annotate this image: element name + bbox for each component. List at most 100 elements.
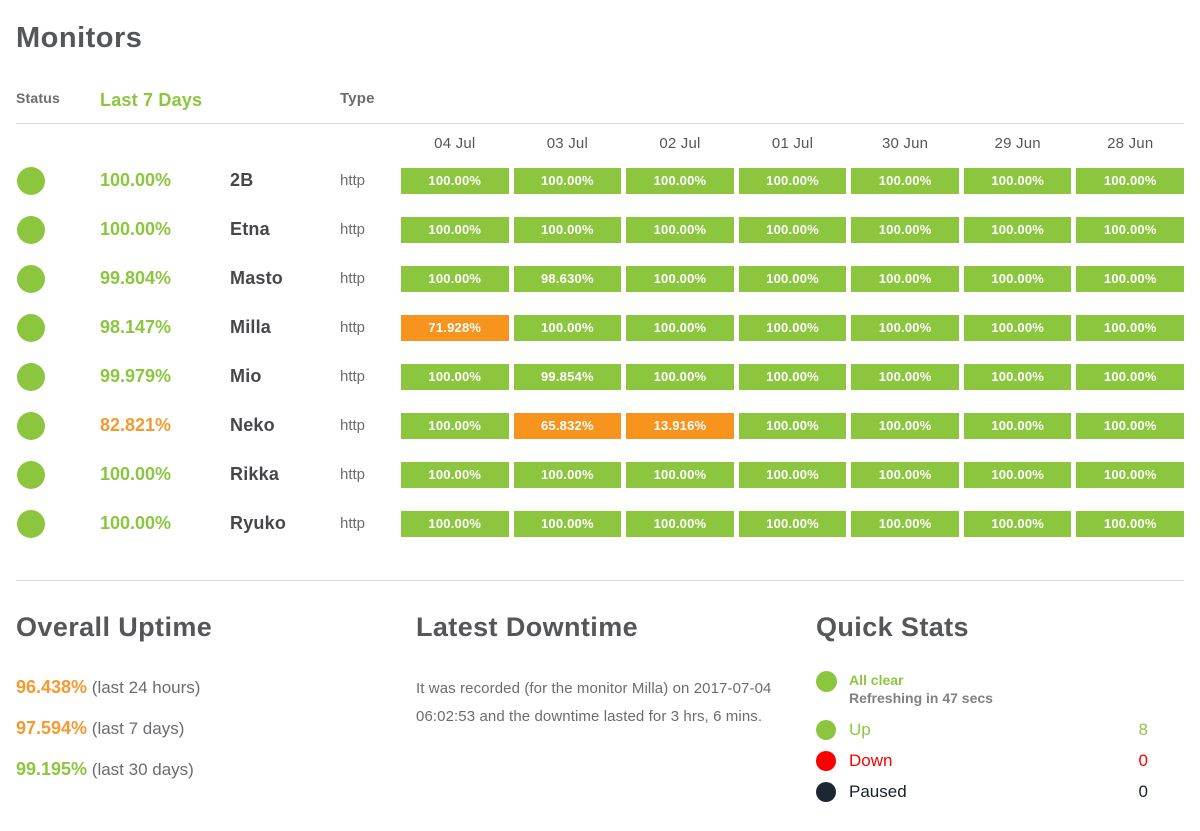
uptime-percentage: 96.438% <box>16 677 88 697</box>
monitor-uptime-7d: 99.804% <box>100 268 172 288</box>
monitor-uptime-7d: 82.821% <box>100 415 172 435</box>
day-uptime-cell[interactable]: 100.00% <box>401 363 509 390</box>
day-uptime-cell[interactable]: 100.00% <box>963 510 1072 537</box>
up-dot-icon <box>816 720 836 740</box>
monitor-day-cells: 71.928% 100.00% 100.00% 100.00% 100.00% 100.0… <box>401 314 1185 341</box>
day-uptime-cell[interactable]: 65.832% <box>513 412 622 439</box>
quick-stat-label: Down <box>849 751 893 770</box>
monitor-row: 99.804% Masto http 100.00% 98.630% 100.00% 100… <box>16 254 1185 303</box>
day-uptime-cell[interactable]: 100.00% <box>963 216 1072 243</box>
day-uptime-cell[interactable]: 100.00% <box>738 216 847 243</box>
day-uptime-cell[interactable]: 100.00% <box>738 461 847 488</box>
day-uptime-cell[interactable]: 98.630% <box>513 265 622 292</box>
day-uptime-cell[interactable]: 13.916% <box>626 412 734 439</box>
monitor-row: 99.979% Mio http 100.00% 99.854% 100.00% 100.0… <box>16 352 1185 401</box>
uptime-period-label: (last 24 hours) <box>87 678 201 697</box>
day-uptime-cell[interactable]: 100.00% <box>1076 363 1185 390</box>
day-uptime-cell[interactable]: 100.00% <box>851 363 959 390</box>
day-uptime-cell[interactable]: 100.00% <box>401 216 509 243</box>
day-uptime-cell[interactable]: 100.00% <box>738 510 847 537</box>
day-uptime-cell[interactable]: 100.00% <box>513 314 622 341</box>
date-header-29-jun: 29 Jun <box>994 135 1041 152</box>
uptime-period-label: (last 30 days) <box>87 760 194 779</box>
day-uptime-cell[interactable]: 100.00% <box>1076 265 1185 292</box>
date-header-02-jul: 02 Jul <box>659 135 701 152</box>
status-up-icon <box>17 509 45 538</box>
quick-stat-paused: Paused 0 <box>816 777 1148 807</box>
day-uptime-cell[interactable]: 100.00% <box>626 167 734 194</box>
overall-uptime-stat: 97.594% (last 7 days) <box>16 717 416 740</box>
overall-uptime-title: Overall Uptime <box>16 612 213 642</box>
down-dot-icon <box>816 751 836 771</box>
overall-uptime-stat: 99.195% (last 30 days) <box>16 758 416 781</box>
day-uptime-cell[interactable]: 100.00% <box>963 265 1072 292</box>
day-uptime-cell[interactable]: 100.00% <box>626 314 734 341</box>
monitor-name: Rikka <box>230 464 280 484</box>
status-up-icon <box>17 264 45 293</box>
col-header-type: Type <box>340 90 375 107</box>
day-uptime-cell[interactable]: 100.00% <box>738 314 847 341</box>
monitor-status-cell <box>16 215 100 244</box>
day-uptime-cell[interactable]: 100.00% <box>963 412 1072 439</box>
day-uptime-cell[interactable]: 100.00% <box>401 412 509 439</box>
uptime-percentage: 97.594% <box>16 718 88 738</box>
day-uptime-cell[interactable]: 100.00% <box>963 314 1072 341</box>
day-uptime-cell[interactable]: 100.00% <box>626 216 734 243</box>
monitor-uptime-7d: 100.00% <box>100 464 172 484</box>
day-uptime-cell[interactable]: 100.00% <box>513 167 622 194</box>
day-uptime-cell[interactable]: 100.00% <box>963 461 1072 488</box>
day-uptime-cell[interactable]: 100.00% <box>738 363 847 390</box>
day-uptime-cell[interactable]: 100.00% <box>626 265 734 292</box>
day-uptime-cell[interactable]: 100.00% <box>401 461 509 488</box>
day-uptime-cell[interactable]: 100.00% <box>626 461 734 488</box>
all-clear-row: All clear Refreshing in 47 secs <box>816 671 1148 708</box>
day-uptime-cell[interactable]: 100.00% <box>963 167 1072 194</box>
col-header-name-spacer <box>230 90 340 111</box>
day-uptime-cell[interactable]: 100.00% <box>626 363 734 390</box>
quick-stat-label: Up <box>849 720 871 739</box>
monitor-status-cell <box>16 509 100 538</box>
all-clear-text: All clear Refreshing in 47 secs <box>849 671 993 708</box>
day-uptime-cell[interactable]: 100.00% <box>851 167 959 194</box>
quick-stats-title: Quick Stats <box>816 612 969 642</box>
monitor-name: Mio <box>230 366 262 386</box>
day-uptime-cell[interactable]: 100.00% <box>851 510 959 537</box>
day-uptime-cell[interactable]: 100.00% <box>1076 167 1185 194</box>
day-uptime-cell[interactable]: 100.00% <box>963 363 1072 390</box>
day-uptime-cell[interactable]: 100.00% <box>851 216 959 243</box>
monitor-row: 98.147% Milla http 71.928% 100.00% 100.00% 100… <box>16 303 1185 352</box>
day-uptime-cell[interactable]: 100.00% <box>1076 412 1185 439</box>
monitor-row: 100.00% Etna http 100.00% 100.00% 100.00% 100.… <box>16 205 1185 254</box>
day-uptime-cell[interactable]: 100.00% <box>513 216 622 243</box>
day-uptime-cell[interactable]: 100.00% <box>401 167 509 194</box>
bottom-summary: Overall Uptime 96.438% (last 24 hours) 97… <box>16 581 1184 808</box>
day-uptime-cell[interactable]: 100.00% <box>1076 510 1185 537</box>
day-uptime-cell[interactable]: 100.00% <box>738 265 847 292</box>
day-uptime-cell[interactable]: 100.00% <box>626 510 734 537</box>
day-uptime-cell[interactable]: 100.00% <box>1076 314 1185 341</box>
day-uptime-cell[interactable]: 100.00% <box>738 167 847 194</box>
day-uptime-cell[interactable]: 100.00% <box>851 314 959 341</box>
day-uptime-cell[interactable]: 100.00% <box>851 412 959 439</box>
day-uptime-cell[interactable]: 100.00% <box>401 510 509 537</box>
day-uptime-cell[interactable]: 100.00% <box>851 461 959 488</box>
day-uptime-cell[interactable]: 71.928% <box>401 314 509 341</box>
latest-downtime-section: Latest Downtime It was recorded (for the… <box>416 581 816 808</box>
day-uptime-cell[interactable]: 100.00% <box>851 265 959 292</box>
section-divider <box>16 580 1184 581</box>
day-uptime-cell[interactable]: 99.854% <box>513 363 622 390</box>
day-uptime-cell[interactable]: 100.00% <box>1076 461 1185 488</box>
date-header-04-jul: 04 Jul <box>434 135 476 152</box>
day-uptime-cell[interactable]: 100.00% <box>1076 216 1185 243</box>
overall-uptime-stats: 96.438% (last 24 hours) 97.594% (last 7 d… <box>16 676 416 781</box>
quick-stat-label: Paused <box>849 782 907 801</box>
quick-stats-section: Quick Stats All clear Refreshing in 47 s… <box>816 581 1184 808</box>
monitor-day-cells: 100.00% 98.630% 100.00% 100.00% 100.00% 100.0… <box>401 265 1185 292</box>
day-uptime-cell[interactable]: 100.00% <box>513 461 622 488</box>
day-uptime-cell[interactable]: 100.00% <box>513 510 622 537</box>
monitor-day-cells: 100.00% 100.00% 100.00% 100.00% 100.00% 100.0… <box>401 216 1185 243</box>
day-uptime-cell[interactable]: 100.00% <box>738 412 847 439</box>
day-uptime-cell[interactable]: 100.00% <box>401 265 509 292</box>
monitor-day-cells: 100.00% 100.00% 100.00% 100.00% 100.00% 100.0… <box>401 510 1185 537</box>
